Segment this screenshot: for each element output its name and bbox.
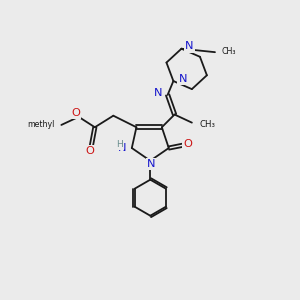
Text: O: O [183,139,192,149]
Text: N: N [185,41,194,51]
Text: N: N [147,159,156,169]
Text: CH₃: CH₃ [222,46,236,56]
Text: N: N [154,88,163,98]
Text: N: N [118,143,127,153]
Text: H: H [116,140,122,149]
Text: O: O [71,108,80,118]
Text: O: O [86,146,95,156]
Text: N: N [178,74,187,84]
Text: CH₃: CH₃ [200,120,216,129]
Text: methyl: methyl [27,120,54,129]
